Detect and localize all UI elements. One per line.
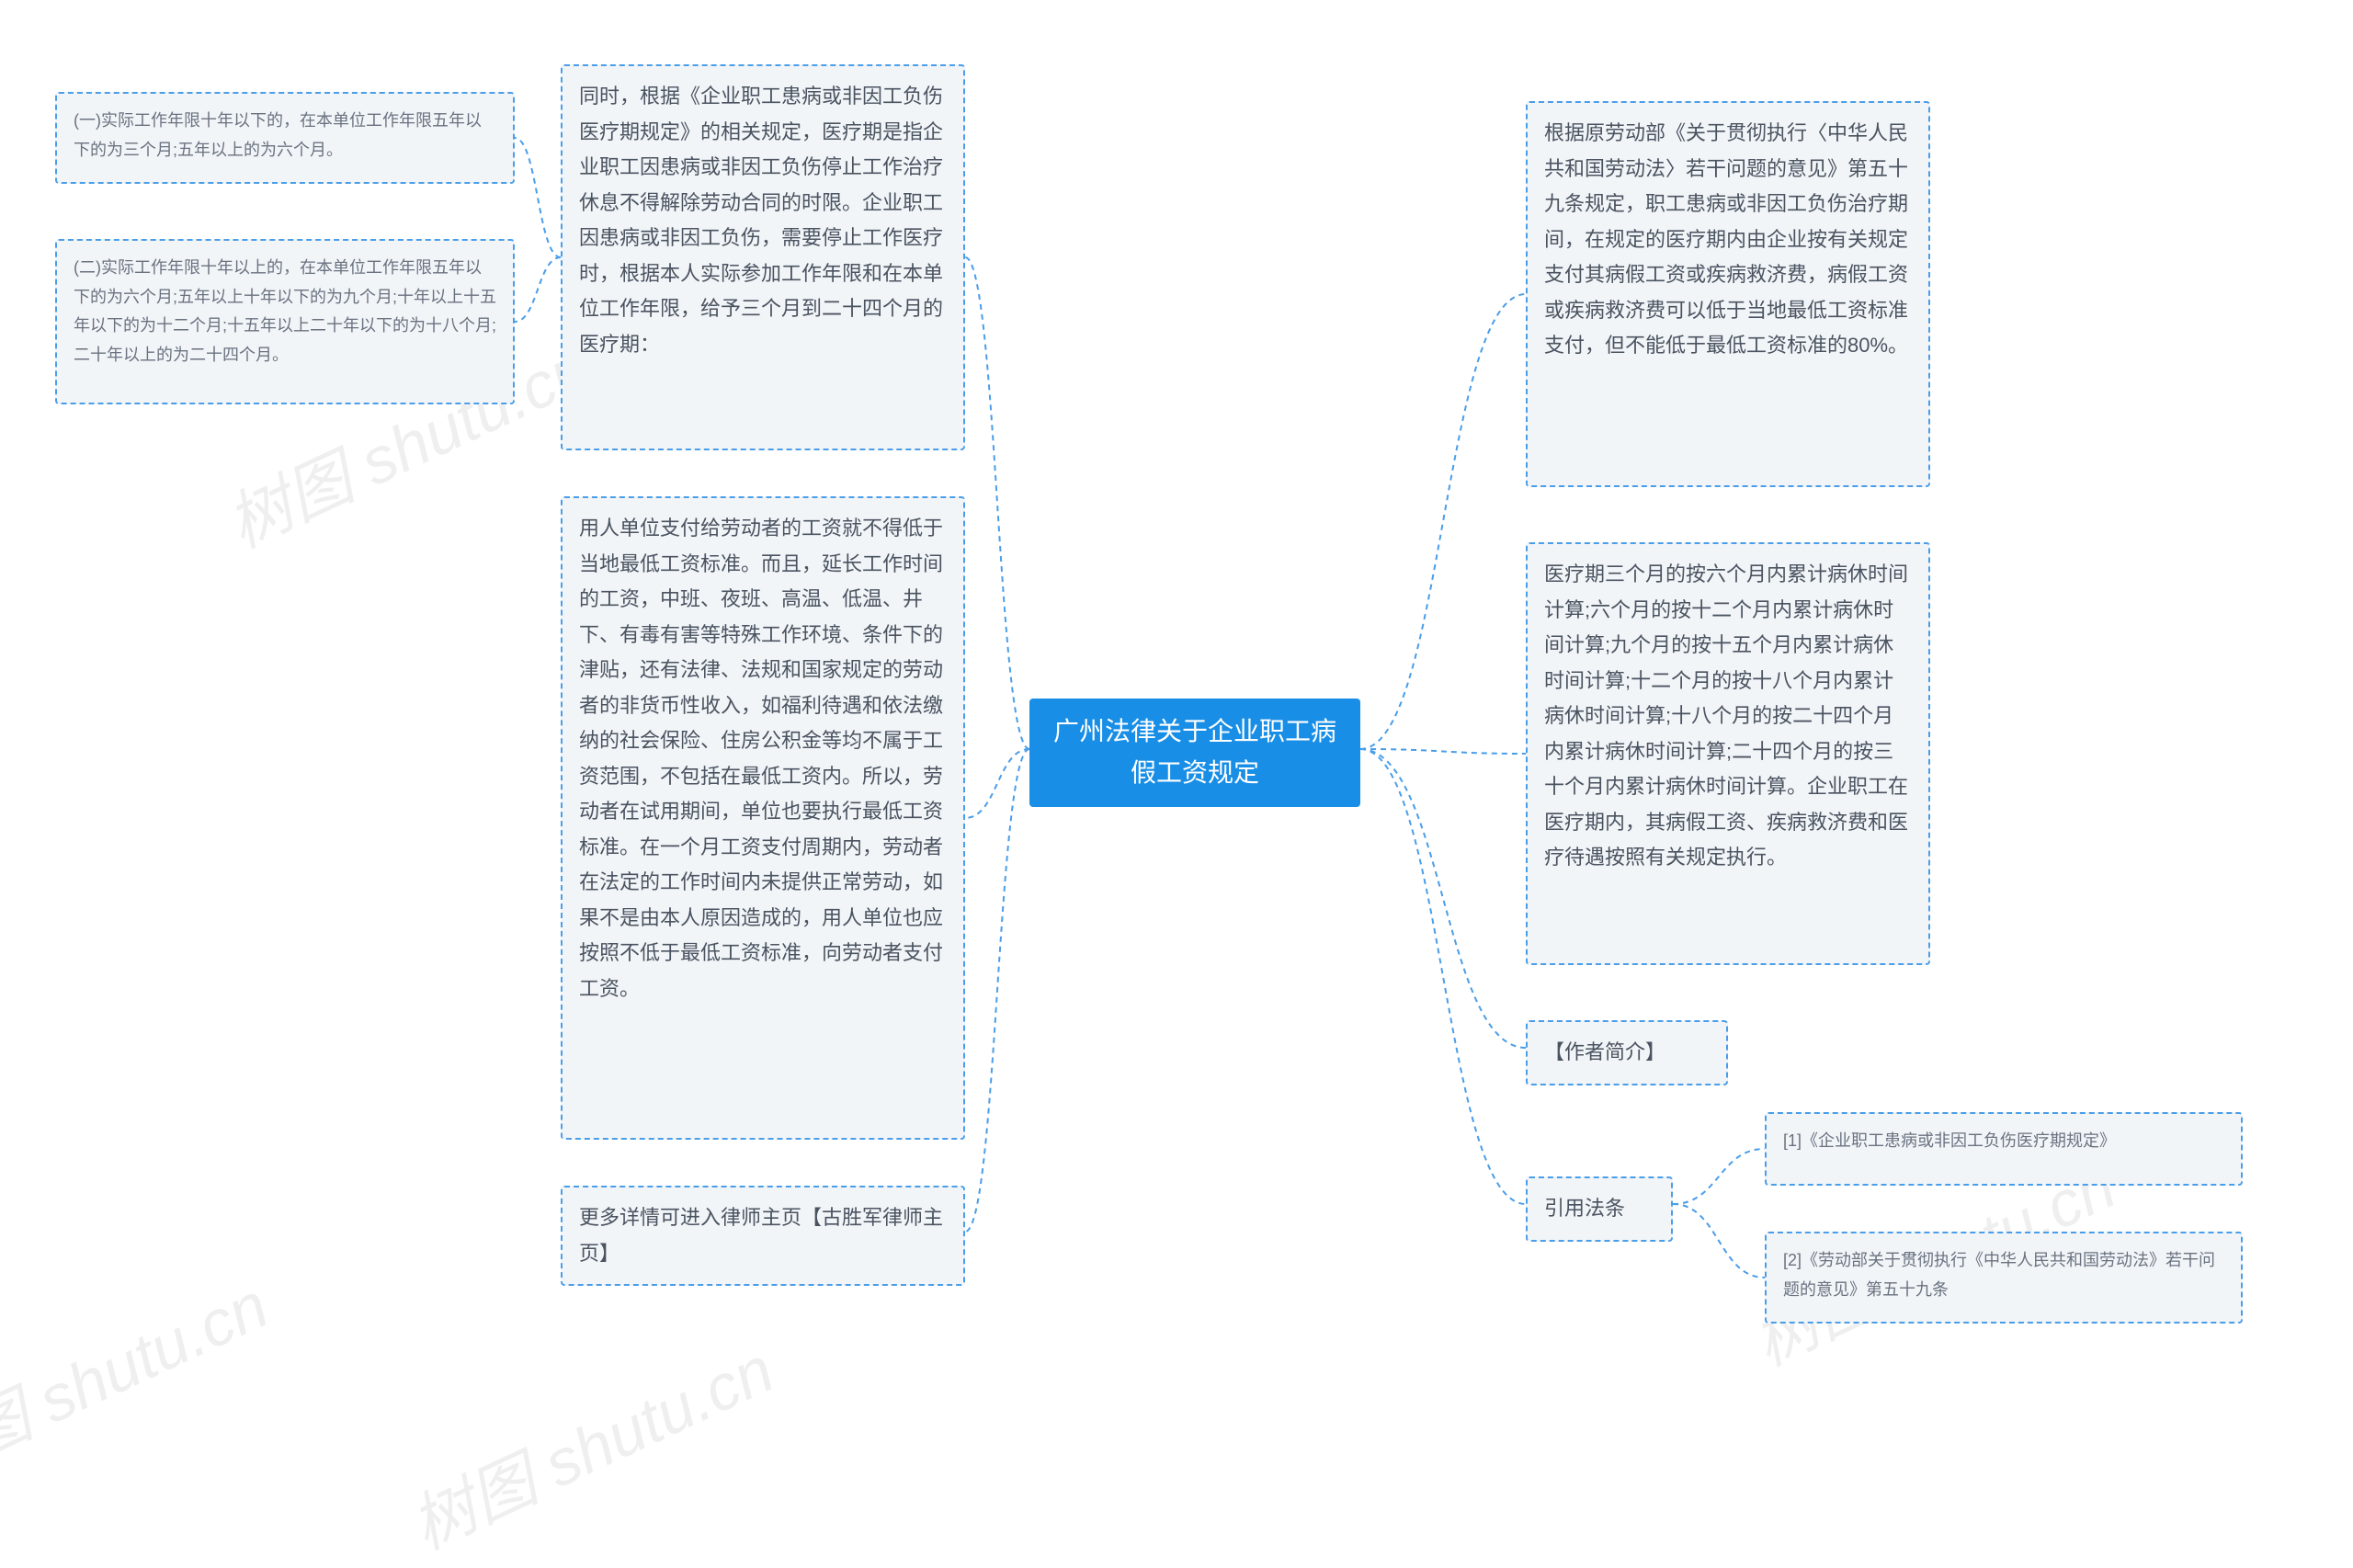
mindmap-node[interactable]: 【作者简介】 bbox=[1526, 1020, 1728, 1085]
connector bbox=[1360, 294, 1526, 749]
connector bbox=[1673, 1204, 1765, 1278]
mindmap-node[interactable]: (二)实际工作年限十年以上的，在本单位工作年限五年以下的为六个月;五年以上十年以… bbox=[55, 239, 515, 404]
connector bbox=[515, 138, 561, 257]
mindmap-node[interactable]: [2]《劳动部关于贯彻执行《中华人民共和国劳动法》若干问题的意见》第五十九条 bbox=[1765, 1232, 2243, 1324]
connector bbox=[965, 749, 1029, 818]
mindmap-node[interactable]: 根据原劳动部《关于贯彻执行〈中华人民共和国劳动法〉若干问题的意见》第五十九条规定… bbox=[1526, 101, 1930, 487]
mindmap-canvas: 广州法律关于企业职工病假工资规定 树图 shutu.cn树图 shutu.cn树… bbox=[0, 0, 2353, 1493]
connector bbox=[1360, 749, 1526, 1204]
connector bbox=[1360, 749, 1526, 754]
mindmap-node[interactable]: [1]《企业职工患病或非因工负伤医疗期规定》 bbox=[1765, 1112, 2243, 1186]
mindmap-node[interactable]: 用人单位支付给劳动者的工资就不得低于当地最低工资标准。而且，延长工作时间的工资，… bbox=[561, 496, 965, 1140]
connector bbox=[965, 749, 1029, 1232]
mindmap-node[interactable]: 同时，根据《企业职工患病或非因工负伤医疗期规定》的相关规定，医疗期是指企业职工因… bbox=[561, 64, 965, 450]
mindmap-node[interactable]: (一)实际工作年限十年以下的，在本单位工作年限五年以下的为三个月;五年以上的为六… bbox=[55, 92, 515, 184]
connector bbox=[965, 257, 1029, 749]
connector bbox=[515, 257, 561, 322]
mindmap-node[interactable]: 更多详情可进入律师主页【古胜军律师主页】 bbox=[561, 1186, 965, 1286]
connector bbox=[1673, 1149, 1765, 1204]
mindmap-node[interactable]: 引用法条 bbox=[1526, 1176, 1673, 1242]
mindmap-node[interactable]: 医疗期三个月的按六个月内累计病休时间计算;六个月的按十二个月内累计病休时间计算;… bbox=[1526, 542, 1930, 965]
root-node[interactable]: 广州法律关于企业职工病假工资规定 bbox=[1029, 699, 1360, 807]
connector bbox=[1360, 749, 1526, 1048]
